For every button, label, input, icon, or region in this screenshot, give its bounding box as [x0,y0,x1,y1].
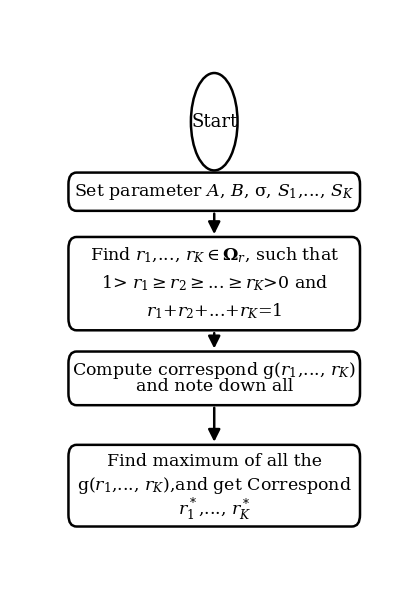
Text: Set parameter $A$, $B$, σ, $S_1$,..., $S_K$: Set parameter $A$, $B$, σ, $S_1$,..., $S… [74,182,354,202]
Text: Compute correspond g($r_1$,..., $r_K$): Compute correspond g($r_1$,..., $r_K$) [72,360,356,381]
Text: $r_1^*$,..., $r_K^*$: $r_1^*$,..., $r_K^*$ [178,497,251,523]
Text: Start: Start [191,113,237,131]
FancyBboxPatch shape [69,237,360,330]
Text: $r_1$+$r_2$+...+$r_K$=1: $r_1$+$r_2$+...+$r_K$=1 [146,302,282,321]
Text: Find $r_1$,..., $r_K$$\in$$\mathbf{\Omega}_r$, such that: Find $r_1$,..., $r_K$$\in$$\mathbf{\Omeg… [89,246,339,265]
Ellipse shape [191,73,237,170]
FancyBboxPatch shape [69,173,360,211]
FancyBboxPatch shape [69,351,360,405]
Text: g($r_1$,..., $r_K$),and get Correspond: g($r_1$,..., $r_K$),and get Correspond [77,475,352,496]
FancyBboxPatch shape [69,445,360,527]
Text: 1> $r_1$$\geq$$r_2$$\geq$...$\geq$$r_K$>0 and: 1> $r_1$$\geq$$r_2$$\geq$...$\geq$$r_K$>… [101,274,328,293]
Text: Find maximum of all the: Find maximum of all the [107,453,322,470]
Text: and note down all: and note down all [135,378,293,395]
